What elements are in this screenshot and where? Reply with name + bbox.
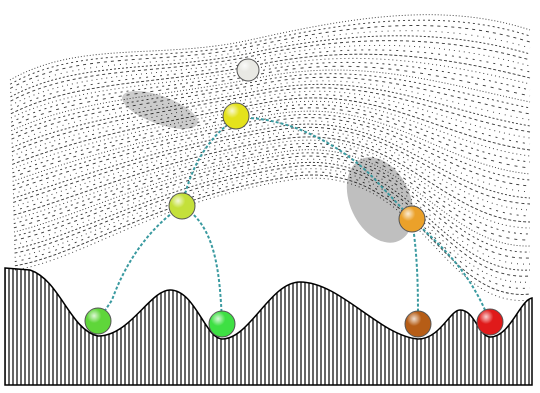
- valley-path: [412, 219, 490, 322]
- contour-line: [11, 54, 530, 114]
- contour-line: [14, 162, 530, 270]
- contour-line: [12, 84, 530, 147]
- contour-line: [14, 159, 530, 264]
- ball-shine: [209, 311, 235, 337]
- ball-shine: [223, 103, 249, 129]
- contour-line: [12, 101, 530, 168]
- shadow-patch: [118, 83, 203, 137]
- contour-line: [14, 147, 530, 241]
- ball-shine: [85, 308, 111, 334]
- contour-line: [14, 140, 530, 228]
- ball-shine: [169, 193, 195, 219]
- contour-line: [12, 88, 530, 152]
- contour-line: [12, 95, 530, 161]
- front-profile: [5, 268, 532, 385]
- contour-line: [12, 81, 530, 143]
- contour-line: [10, 36, 530, 97]
- contour-line: [13, 134, 530, 216]
- contour-line: [11, 50, 530, 110]
- contour-line: [13, 114, 530, 185]
- contour-line: [13, 108, 530, 177]
- ball-shine: [405, 311, 431, 337]
- contour-line: [15, 175, 530, 294]
- contour-line: [10, 31, 530, 93]
- ball-shine: [477, 309, 503, 335]
- contour-line: [15, 169, 530, 283]
- contour-line: [12, 98, 530, 165]
- valley-path: [412, 219, 418, 324]
- ball-shine: [399, 206, 425, 232]
- contour-line: [11, 74, 530, 135]
- contour-line: [12, 91, 530, 156]
- page: (() => { const data = JSON.parse(documen…: [0, 0, 540, 393]
- contour-line: [13, 118, 530, 190]
- contour-line: [14, 150, 530, 246]
- contour-line: [13, 124, 530, 198]
- landscape-illustration: [0, 0, 540, 393]
- ball-shine: [237, 59, 259, 81]
- contour-line: [15, 178, 530, 300]
- contour-line: [10, 15, 530, 80]
- valley-path: [182, 118, 236, 206]
- contour-line: [14, 156, 530, 258]
